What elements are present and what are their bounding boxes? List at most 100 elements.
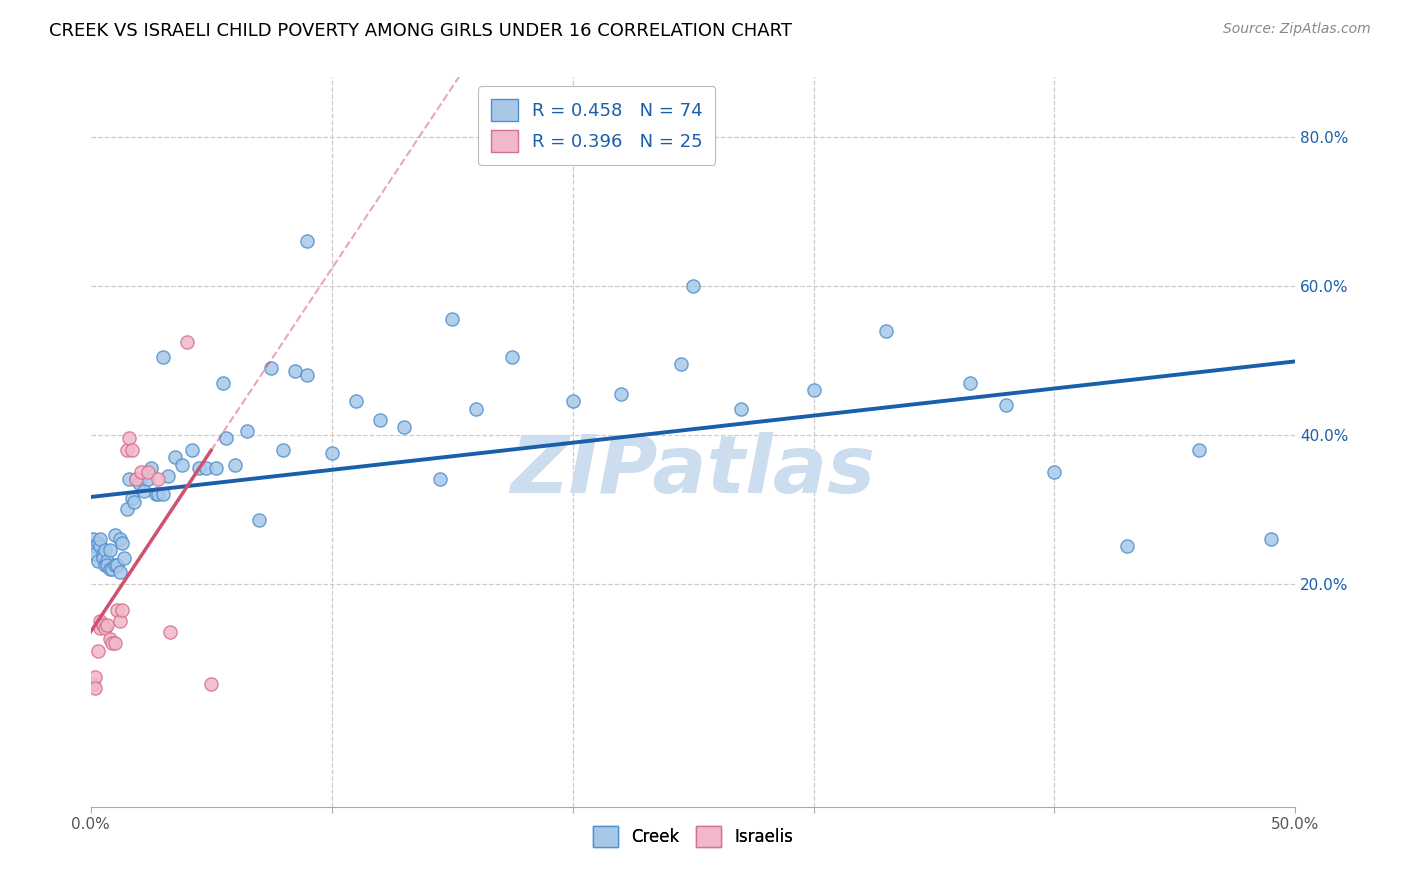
- Point: [118, 432, 141, 446]
- Point: [89, 540, 111, 554]
- Point: [803, 383, 825, 397]
- Point: [89, 532, 111, 546]
- Point: [82, 532, 104, 546]
- Text: ZIPatlas: ZIPatlas: [510, 433, 876, 510]
- Point: [1115, 540, 1137, 554]
- Point: [115, 502, 138, 516]
- Point: [87, 535, 110, 549]
- Point: [152, 350, 174, 364]
- Point: [273, 442, 295, 457]
- Point: [105, 603, 128, 617]
- Point: [98, 562, 121, 576]
- Point: [84, 681, 107, 695]
- Point: [111, 535, 134, 549]
- Point: [145, 487, 167, 501]
- Point: [82, 677, 104, 691]
- Point: [195, 461, 218, 475]
- Point: [1260, 532, 1282, 546]
- Point: [682, 278, 704, 293]
- Point: [104, 558, 127, 572]
- Point: [609, 387, 631, 401]
- Point: [84, 547, 107, 561]
- Point: [172, 458, 194, 472]
- Point: [112, 550, 135, 565]
- Point: [94, 558, 117, 572]
- Point: [146, 472, 169, 486]
- Point: [96, 617, 118, 632]
- Point: [91, 547, 114, 561]
- Point: [501, 350, 523, 364]
- Point: [163, 450, 186, 464]
- Point: [84, 670, 107, 684]
- Point: [205, 461, 228, 475]
- Point: [111, 603, 134, 617]
- Point: [87, 554, 110, 568]
- Point: [129, 465, 152, 479]
- Point: [669, 357, 692, 371]
- Point: [180, 442, 202, 457]
- Point: [152, 487, 174, 501]
- Point: [392, 420, 415, 434]
- Point: [284, 364, 307, 378]
- Point: [125, 472, 148, 486]
- Point: [297, 234, 319, 248]
- Point: [212, 376, 235, 390]
- Point: [87, 643, 110, 657]
- Point: [121, 442, 143, 457]
- Point: [995, 398, 1018, 412]
- Point: [108, 614, 131, 628]
- Point: [156, 468, 179, 483]
- Point: [465, 401, 488, 416]
- Text: CREEK VS ISRAELI CHILD POVERTY AMONG GIRLS UNDER 16 CORRELATION CHART: CREEK VS ISRAELI CHILD POVERTY AMONG GIR…: [49, 22, 792, 40]
- Point: [98, 632, 121, 647]
- Point: [138, 465, 160, 479]
- Point: [344, 394, 367, 409]
- Point: [128, 476, 150, 491]
- Point: [89, 621, 111, 635]
- Point: [96, 554, 118, 568]
- Point: [94, 543, 117, 558]
- Point: [159, 625, 181, 640]
- Point: [104, 636, 127, 650]
- Point: [321, 446, 343, 460]
- Point: [101, 636, 124, 650]
- Point: [101, 562, 124, 576]
- Point: [730, 401, 752, 416]
- Point: [91, 550, 114, 565]
- Point: [441, 312, 464, 326]
- Point: [91, 617, 114, 632]
- Point: [132, 483, 155, 498]
- Point: [236, 424, 259, 438]
- Point: [368, 413, 391, 427]
- Point: [118, 472, 141, 486]
- Point: [561, 394, 583, 409]
- Point: [224, 458, 246, 472]
- Point: [139, 461, 162, 475]
- Point: [104, 528, 127, 542]
- Point: [108, 566, 131, 580]
- Legend: Creek, Israelis: Creek, Israelis: [586, 820, 800, 854]
- Point: [105, 558, 128, 572]
- Point: [959, 376, 981, 390]
- Point: [125, 472, 148, 486]
- Point: [108, 532, 131, 546]
- Point: [146, 487, 169, 501]
- Point: [1188, 442, 1211, 457]
- Point: [121, 491, 143, 505]
- Point: [89, 614, 111, 628]
- Point: [138, 472, 160, 486]
- Point: [214, 432, 236, 446]
- Point: [188, 461, 211, 475]
- Point: [297, 368, 319, 383]
- Point: [96, 558, 118, 572]
- Point: [115, 442, 138, 457]
- Point: [84, 540, 107, 554]
- Point: [429, 472, 451, 486]
- Point: [176, 334, 198, 349]
- Point: [122, 495, 145, 509]
- Point: [98, 543, 121, 558]
- Point: [260, 360, 283, 375]
- Point: [875, 324, 897, 338]
- Point: [200, 677, 222, 691]
- Point: [94, 621, 117, 635]
